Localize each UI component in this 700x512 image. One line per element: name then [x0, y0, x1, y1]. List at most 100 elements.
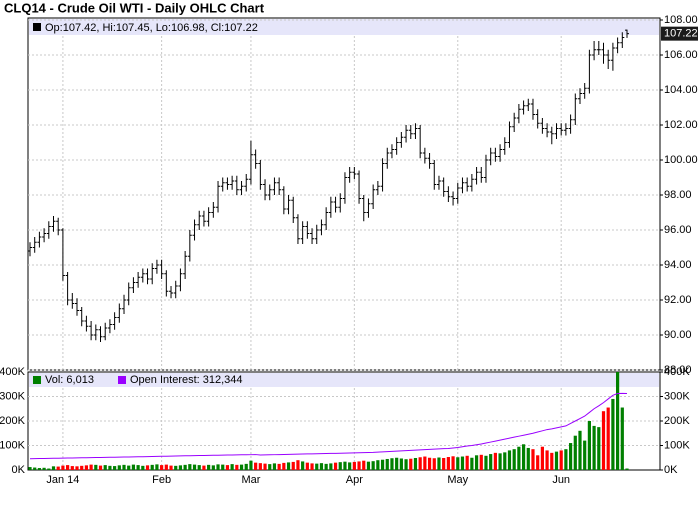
volume-bar: [564, 449, 568, 470]
volume-bar: [338, 462, 342, 470]
volume-bar: [385, 458, 389, 470]
volume-bar: [554, 451, 559, 470]
volume-bar: [470, 457, 474, 470]
volume-bar: [80, 465, 84, 470]
volume-bar: [249, 460, 253, 470]
open-interest-line: [29, 392, 628, 460]
volume-bar: [427, 457, 432, 470]
y-tick-label: 100.00: [664, 154, 698, 166]
volume-bar: [202, 465, 206, 470]
volume-bar: [197, 465, 201, 470]
volume-bar: [578, 430, 582, 470]
volume-bar: [169, 465, 173, 470]
y2-tick-label: 400K: [664, 366, 690, 378]
volume-bar: [235, 464, 239, 470]
volume-bar: [395, 457, 399, 470]
volume-bar: [465, 455, 469, 470]
x-tick-label: Jan 14: [46, 474, 79, 486]
volume-bar: [625, 468, 629, 470]
volume-bar: [244, 463, 248, 470]
y-tick-label: 100K: [0, 439, 26, 451]
volume-bar: [28, 467, 32, 470]
volume-bar: [376, 460, 380, 470]
y-tick-label: 88.00: [664, 364, 692, 376]
y-tick-label: 96.00: [664, 224, 692, 236]
last-price-label: 107.22: [664, 28, 698, 40]
y-tick-label: 92.00: [664, 294, 692, 306]
volume-bar: [573, 435, 577, 470]
volume-bar: [84, 465, 89, 470]
volume-bar: [164, 464, 168, 470]
volume-bar: [418, 457, 422, 470]
volume-bar: [113, 466, 117, 470]
volume-bar: [526, 447, 530, 470]
volume-bar: [89, 464, 93, 470]
volume-bar: [183, 464, 187, 470]
y2-tick-label: 100K: [664, 439, 690, 451]
volume-bar: [409, 458, 413, 470]
y2-tick-label: 200K: [664, 415, 690, 427]
legend-entry: Open Interest: 312,344: [130, 374, 243, 386]
y-tick-label: 400K: [0, 366, 26, 378]
volume-bar: [33, 467, 37, 470]
volume-bar: [291, 461, 295, 470]
volume-bar: [493, 452, 497, 470]
volume-bar: [98, 465, 103, 470]
volume-bar: [103, 465, 107, 470]
volume-bar: [141, 465, 145, 470]
y-tick-label: 94.00: [664, 259, 692, 271]
volume-bar: [404, 459, 408, 470]
volume-bar: [108, 465, 112, 470]
volume-bar: [357, 461, 361, 470]
volume-bar: [207, 464, 211, 470]
volume-bar: [536, 455, 540, 470]
y-tick-label: 108.00: [664, 14, 698, 26]
y-tick-label: 104.00: [664, 84, 698, 96]
volume-bar: [315, 463, 319, 470]
volume-bar: [606, 407, 610, 470]
volume-bar: [145, 465, 150, 470]
volume-bar: [216, 464, 220, 470]
volume-bar: [324, 463, 328, 470]
last-price-box: [661, 26, 698, 41]
volume-bar: [263, 463, 267, 470]
volume-bar: [568, 443, 573, 470]
volume-bar: [503, 452, 507, 470]
volume-bar: [583, 440, 587, 470]
volume-bar: [70, 466, 74, 470]
legend-swatch: [33, 23, 41, 31]
volume-bar: [131, 464, 136, 470]
volume-bar: [442, 457, 446, 470]
volume-bar: [225, 465, 230, 470]
volume-bar: [531, 449, 535, 470]
volume-bar: [474, 455, 479, 470]
volume-bar: [597, 427, 601, 470]
volume-bar: [371, 461, 375, 470]
volume-bar: [160, 465, 164, 470]
volume-bar: [94, 464, 98, 470]
x-tick-label: Apr: [346, 474, 363, 486]
volume-bar: [484, 455, 488, 470]
volume-bar: [155, 464, 159, 470]
volume-bar: [348, 462, 352, 470]
volume-bar: [272, 463, 277, 470]
legend-swatch: [118, 376, 126, 384]
volume-bar: [498, 453, 502, 470]
volume-bar: [75, 466, 79, 470]
volume-bar: [620, 407, 624, 470]
volume-bar: [188, 464, 192, 470]
volume-bar: [221, 464, 225, 470]
volume-bar: [559, 450, 563, 470]
volume-bar: [451, 456, 455, 470]
volume-bar: [352, 461, 356, 470]
volume-bar: [150, 464, 154, 470]
volume-bar: [277, 463, 281, 470]
volume-bar: [305, 462, 309, 470]
volume-bar: [37, 468, 42, 470]
y-tick-label: 200K: [0, 415, 26, 427]
legend-swatch: [33, 376, 41, 384]
volume-bar: [192, 464, 197, 470]
volume-bar: [258, 463, 262, 470]
volume-bar: [423, 456, 427, 470]
